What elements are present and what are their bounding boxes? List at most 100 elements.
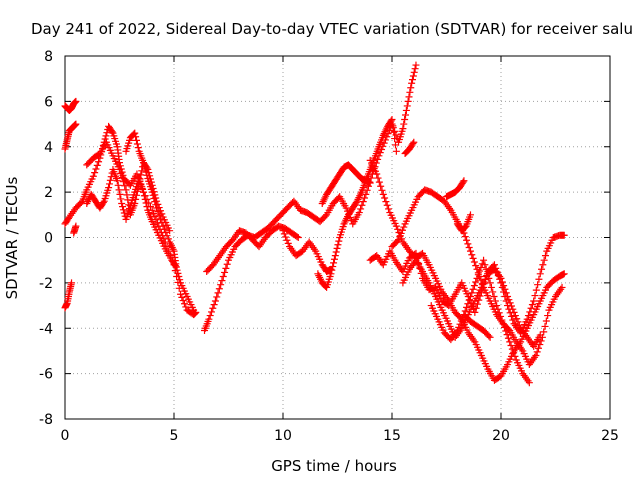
data-point xyxy=(137,171,145,179)
y-tick-label: -2 xyxy=(39,276,53,292)
data-point xyxy=(538,265,546,273)
data-point xyxy=(469,285,477,293)
data-point xyxy=(398,226,406,234)
data-point xyxy=(463,303,471,311)
data-point xyxy=(152,201,160,209)
data-point xyxy=(179,297,187,305)
data-point xyxy=(397,229,405,237)
data-point xyxy=(534,281,542,289)
data-point xyxy=(531,292,539,300)
data-point xyxy=(330,259,338,267)
data-point xyxy=(133,140,141,148)
data-point xyxy=(503,331,511,339)
data-point xyxy=(400,120,408,128)
data-point xyxy=(487,283,495,291)
data-point xyxy=(153,204,161,212)
data-point xyxy=(390,128,398,136)
data-point xyxy=(68,279,76,287)
data-point xyxy=(394,225,402,233)
data-point xyxy=(541,322,549,330)
series-track-t xyxy=(453,211,474,235)
data-point xyxy=(483,270,491,278)
data-point xyxy=(72,97,80,105)
data-point xyxy=(133,187,141,195)
data-point xyxy=(134,183,142,191)
data-point xyxy=(453,327,461,335)
data-point xyxy=(115,186,123,194)
data-point xyxy=(373,170,381,178)
data-point xyxy=(535,275,543,283)
data-point xyxy=(403,102,411,110)
data-point xyxy=(408,76,416,84)
data-point xyxy=(332,248,340,256)
data-point xyxy=(159,222,167,230)
data-point xyxy=(176,276,184,284)
data-point xyxy=(102,132,110,140)
x-axis-title: GPS time / hours xyxy=(271,457,397,475)
data-point xyxy=(207,308,215,316)
data-point xyxy=(476,267,484,275)
data-point xyxy=(141,165,149,173)
data-point xyxy=(155,211,163,219)
data-point xyxy=(490,292,498,300)
data-point xyxy=(342,204,350,212)
data-point xyxy=(156,215,164,223)
data-point xyxy=(527,304,535,312)
y-tick-label: 4 xyxy=(44,140,53,156)
data-point xyxy=(118,174,126,182)
chart-title: Day 241 of 2022, Sidereal Day-to-day VTE… xyxy=(31,20,633,38)
data-point xyxy=(378,186,386,194)
data-point xyxy=(382,198,390,206)
data-point xyxy=(389,122,397,130)
data-point xyxy=(122,186,130,194)
data-point xyxy=(219,273,227,281)
data-point xyxy=(402,111,410,119)
data-point xyxy=(463,236,471,244)
data-point xyxy=(464,300,472,308)
data-point xyxy=(408,79,416,87)
y-tick-label: 2 xyxy=(44,185,53,201)
data-point xyxy=(409,140,417,148)
data-point xyxy=(141,195,149,203)
data-point xyxy=(223,260,231,268)
data-point xyxy=(293,233,301,241)
data-point xyxy=(495,309,503,317)
data-point xyxy=(392,222,400,230)
data-point xyxy=(532,351,540,359)
data-point xyxy=(470,258,478,266)
data-point xyxy=(120,209,128,217)
data-point xyxy=(279,227,287,235)
y-axis-title: SDTVAR / TECUs xyxy=(3,176,21,299)
data-point xyxy=(472,262,480,270)
data-point xyxy=(465,296,473,304)
data-point xyxy=(125,201,133,209)
data-point xyxy=(280,230,288,238)
data-point xyxy=(190,306,198,314)
data-point xyxy=(504,292,512,300)
data-point xyxy=(355,209,363,217)
data-point xyxy=(498,278,506,286)
data-point xyxy=(140,162,148,170)
data-point xyxy=(283,236,291,244)
data-point xyxy=(133,136,141,144)
data-point xyxy=(92,165,100,173)
data-point xyxy=(333,244,341,252)
data-point xyxy=(391,141,399,149)
data-point xyxy=(410,68,418,76)
data-point xyxy=(460,177,468,185)
data-point xyxy=(133,191,141,199)
data-point xyxy=(139,188,147,196)
data-point xyxy=(513,315,521,323)
data-point xyxy=(468,289,476,297)
data-point xyxy=(511,312,519,320)
data-point xyxy=(335,237,343,245)
data-point xyxy=(294,234,302,241)
data-point xyxy=(473,274,481,282)
data-point xyxy=(213,293,221,301)
data-point xyxy=(497,312,505,320)
data-point xyxy=(108,128,116,136)
data-point xyxy=(401,116,409,124)
data-point xyxy=(321,212,329,220)
data-point xyxy=(497,274,505,282)
data-point xyxy=(491,297,499,305)
